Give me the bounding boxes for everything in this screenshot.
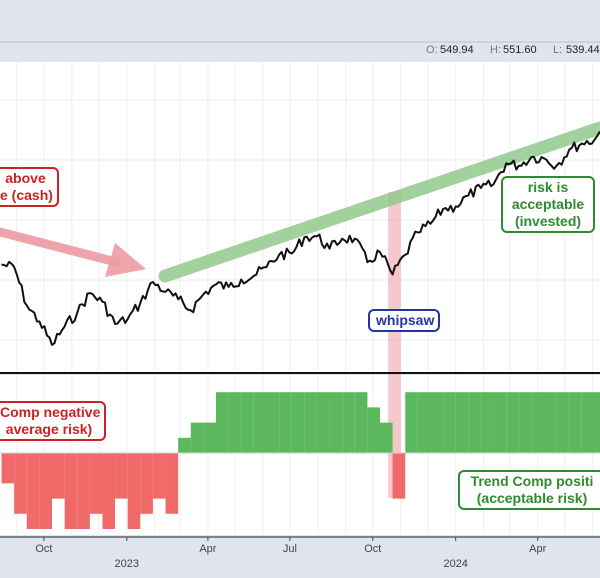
trend-bar-positive — [203, 422, 217, 453]
trend-composite-bars — [0, 392, 600, 529]
x-tick-label: Jul — [283, 543, 297, 555]
trend-bar-negative — [77, 453, 90, 529]
top-toolbar — [0, 0, 600, 42]
whipsaw-band — [388, 192, 401, 498]
trend-bar-positive — [581, 392, 595, 453]
trend-bar-positive — [594, 392, 600, 453]
trend-bar-positive — [443, 392, 456, 453]
trend-bar-positive — [241, 392, 254, 453]
trend-bar-positive — [531, 392, 545, 453]
trend-bar-positive — [455, 392, 469, 453]
trend-bar-negative — [26, 453, 40, 529]
annotation-invested-line-3: (invested) — [514, 213, 582, 229]
x-tick-label: Oct — [35, 543, 52, 555]
trend-bar-positive — [354, 392, 368, 453]
trend-bar-positive — [279, 392, 292, 453]
trend-bar-positive — [544, 392, 557, 453]
annotation-whipsaw: whipsaw — [368, 309, 440, 332]
overlay-layer — [0, 121, 600, 498]
trend-bar-positive — [405, 392, 418, 453]
trend-bar-negative — [14, 453, 27, 514]
trend-bar-positive — [342, 392, 355, 453]
trend-bar-positive — [506, 392, 519, 453]
ohlc-low-value: 539.44 — [566, 44, 600, 56]
trend-bar-positive — [556, 392, 570, 453]
annotation-trend-positive-line-2: (acceptable risk) — [476, 490, 588, 506]
trend-bar-positive — [518, 392, 532, 453]
trend-bar-positive — [190, 422, 204, 453]
trend-bar-positive — [304, 392, 317, 453]
cash-arrow-shaft — [0, 227, 121, 267]
annotation-trend-positive-line-1: Trend Comp positi — [470, 473, 594, 489]
ohlc-readout: O: 549.94 H: 551.60 L: 539.44 — [426, 44, 600, 56]
x-axis-ticks: Oct 2023 Apr Jul Oct 2024 Apr — [35, 537, 547, 570]
trend-bar-positive — [329, 392, 343, 453]
annotation-trend-positive: Trend Comp positi (acceptable risk) — [458, 470, 600, 510]
cash-arrow-head — [105, 243, 146, 277]
ohlc-open-value: 549.94 — [440, 44, 474, 56]
ohlc-high-value: 551.60 — [503, 44, 537, 56]
annotation-trend-negative: Comp negative average risk) — [0, 401, 106, 441]
trend-bar-negative — [165, 453, 179, 514]
annotation-cash: above e (cash) — [0, 167, 59, 207]
trend-bar-negative — [64, 453, 78, 529]
trend-bar-positive — [380, 422, 393, 453]
trend-bar-negative — [115, 453, 128, 499]
x-tick-label: Oct — [364, 543, 381, 555]
x-tick-label: 2023 — [115, 558, 139, 570]
annotation-trend-negative-line-2: average risk) — [5, 421, 93, 437]
ohlc-high-label: H: — [490, 44, 501, 56]
trend-bar-negative — [39, 453, 53, 529]
trend-bar-positive — [417, 392, 431, 453]
x-tick-label: Apr — [529, 543, 546, 555]
trend-bar-negative — [1, 453, 15, 484]
trend-bar-positive — [430, 392, 444, 453]
annotation-trend-negative-line-1: Comp negative — [0, 404, 101, 420]
trend-bar-positive — [316, 392, 330, 453]
price-series-line — [1, 131, 600, 346]
ohlc-low-label: L: — [553, 44, 562, 56]
trend-bar-positive — [216, 392, 229, 453]
trend-bar-positive — [493, 392, 507, 453]
trend-bar-positive — [266, 392, 280, 453]
x-tick-label: 2024 — [443, 558, 467, 570]
trend-bar-negative — [140, 453, 153, 514]
annotation-cash-line-1: above — [5, 170, 46, 186]
annotation-invested: risk is acceptable (invested) — [501, 176, 595, 233]
x-tick-label: Apr — [199, 543, 216, 555]
trend-bar-positive — [468, 392, 481, 453]
trend-bar-positive — [367, 407, 381, 453]
annotation-cash-line-2: e (cash) — [0, 187, 53, 203]
ohlc-open-label: O: — [426, 44, 438, 56]
trend-bar-negative — [89, 453, 103, 514]
trend-bar-positive — [291, 392, 305, 453]
trend-bar-positive — [228, 392, 242, 453]
annotation-invested-line-1: risk is — [527, 179, 569, 195]
annotation-invested-line-2: acceptable — [511, 196, 585, 212]
trend-bar-negative — [52, 453, 65, 499]
up-trend-arrow — [158, 121, 600, 283]
annotation-whipsaw-text: whipsaw — [376, 312, 435, 328]
trend-bar-positive — [253, 392, 267, 453]
trend-bar-negative — [127, 453, 141, 529]
trend-bar-negative — [152, 453, 166, 499]
trend-bar-positive — [178, 437, 191, 453]
trend-bar-negative — [102, 453, 116, 529]
trend-bar-negative — [392, 453, 406, 499]
price-panel — [0, 62, 600, 372]
trend-bar-positive — [480, 392, 494, 453]
trend-bar-positive — [569, 392, 582, 453]
